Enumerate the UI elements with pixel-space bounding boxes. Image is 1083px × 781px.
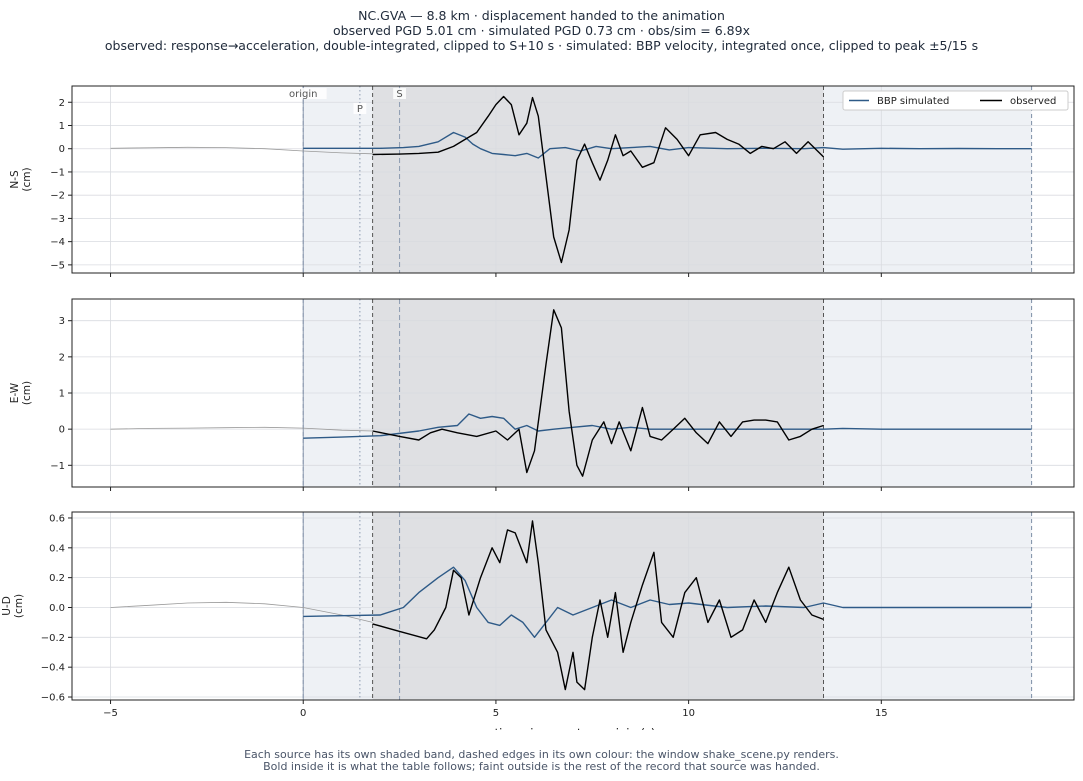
marker-label-s: S (396, 89, 402, 100)
simulated-line (303, 566, 1032, 638)
observed-window-band (372, 86, 824, 273)
y-tick-label: 0.2 (49, 573, 65, 584)
y-tick-label: 1 (59, 121, 65, 132)
panel-frame (71, 85, 1075, 274)
marker-label-p: P (357, 104, 363, 115)
marker-label-origin: origin (289, 89, 317, 100)
footnote-line2: Bold inside it is what the table follows… (263, 760, 820, 773)
traces (110, 520, 1032, 691)
panel-n-s: origin P S 2 1 0 −1 −2 −3 −4 −5 N-S(cm) (9, 85, 1075, 277)
legend: BBP simulated observed (842, 90, 1069, 111)
observed-line (372, 95, 824, 264)
simulated-line (303, 413, 1032, 439)
x-tick-label: 5 (493, 708, 499, 719)
observed-line (372, 520, 824, 691)
y-axis-label-unit: (cm) (21, 381, 33, 405)
y-tick-label: 0.6 (49, 513, 65, 524)
y-tick-label: −2 (50, 191, 65, 202)
chart-title-line3: observed: response→acceleration, double-… (104, 38, 979, 53)
legend-box (842, 90, 1069, 111)
y-tick-label: 0.0 (49, 603, 65, 614)
seismogram-chart: originPS210−1−2−3−4−5N-S(cm)3210−1E-W(cm… (1, 85, 1075, 730)
y-axis-label-name: E-W (9, 382, 21, 403)
y-axis-label-name: U-D (1, 596, 13, 616)
observed-faint-line (110, 601, 373, 623)
y-axis-label-name: N-S (9, 170, 21, 189)
traces (110, 95, 1032, 264)
y-tick-label: −0.2 (41, 633, 65, 644)
y-tick-label: 2 (59, 98, 65, 109)
panel-u-d: 0.6 0.4 0.2 0.0 −0.2 −0.4 −0.6 U-D(cm) (1, 511, 1075, 704)
y-tick-label: −0.6 (41, 693, 65, 704)
chart-title-line1: NC.GVA — 8.8 km · displacement handed to… (358, 8, 725, 23)
legend-observed-label: observed (1010, 96, 1056, 107)
simulated-line (303, 131, 1032, 159)
y-tick-label: −4 (50, 237, 65, 248)
observed-faint-line (110, 146, 373, 155)
panel-frame (71, 511, 1075, 701)
y-tick-label: −1 (50, 461, 65, 472)
y-tick-label: 2 (59, 352, 65, 363)
y-tick-label: 0 (59, 425, 65, 436)
marker-label-bg (353, 103, 367, 114)
observed-faint-line (110, 426, 373, 432)
y-axis-label-unit: (cm) (13, 594, 25, 618)
y-tick-label: −1 (50, 167, 65, 178)
panel-e-w: 3 2 1 0 −1 E-W(cm) (9, 298, 1075, 491)
x-tick-label: 0 (300, 708, 306, 719)
x-tick-label: 10 (682, 708, 695, 719)
y-tick-label: 0 (59, 144, 65, 155)
y-tick-label: 0.4 (49, 543, 65, 554)
legend-simulated-label: BBP simulated (877, 96, 949, 107)
y-tick-label: −5 (50, 260, 65, 271)
chart-title-line2: observed PGD 5.01 cm · simulated PGD 0.7… (333, 23, 750, 38)
marker-label-bg (393, 88, 406, 99)
traces (110, 309, 1032, 477)
y-axis-label: N-S(cm) (9, 167, 33, 191)
y-axis-label-unit: (cm) (21, 167, 33, 191)
y-tick-label: 3 (59, 316, 65, 327)
y-tick-label: −3 (50, 214, 65, 225)
observed-line (372, 309, 824, 477)
y-tick-label: −0.4 (41, 663, 65, 674)
y-axis-label: U-D(cm) (1, 594, 25, 618)
marker-label-bg (279, 88, 327, 99)
y-tick-label: 1 (59, 389, 65, 400)
x-tick-label: 15 (875, 708, 888, 719)
footnote-line1: Each source has its own shaded band, das… (244, 748, 839, 761)
x-axis-label: time since rupture origin (s) (495, 726, 656, 730)
x-tick-label: −5 (103, 708, 118, 719)
y-axis-label: E-W(cm) (9, 381, 33, 405)
